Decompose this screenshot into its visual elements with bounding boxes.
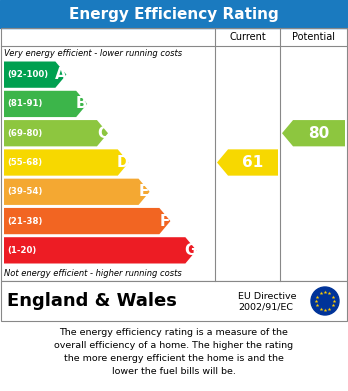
Text: C: C — [97, 126, 108, 141]
Text: England & Wales: England & Wales — [7, 292, 177, 310]
Polygon shape — [4, 91, 87, 117]
Polygon shape — [4, 149, 129, 176]
Text: Potential: Potential — [292, 32, 335, 42]
Polygon shape — [282, 120, 345, 146]
Text: Very energy efficient - lower running costs: Very energy efficient - lower running co… — [4, 48, 182, 57]
Text: (81-91): (81-91) — [7, 99, 42, 108]
Text: The energy efficiency rating is a measure of the
overall efficiency of a home. T: The energy efficiency rating is a measur… — [54, 328, 294, 376]
Text: (21-38): (21-38) — [7, 217, 42, 226]
Polygon shape — [4, 208, 171, 234]
Text: (39-54): (39-54) — [7, 187, 42, 196]
Text: Current: Current — [229, 32, 266, 42]
Text: Not energy efficient - higher running costs: Not energy efficient - higher running co… — [4, 269, 182, 278]
Bar — [0, 0, 348, 28]
Text: D: D — [117, 155, 129, 170]
Text: (92-100): (92-100) — [7, 70, 48, 79]
Text: A: A — [55, 67, 67, 82]
Text: B: B — [76, 97, 87, 111]
Text: (55-68): (55-68) — [7, 158, 42, 167]
Circle shape — [311, 287, 339, 315]
Text: EU Directive: EU Directive — [238, 292, 296, 301]
Text: G: G — [185, 243, 197, 258]
Polygon shape — [4, 179, 150, 205]
Bar — [1, 28, 347, 281]
Text: 2002/91/EC: 2002/91/EC — [238, 303, 293, 312]
Polygon shape — [4, 120, 108, 146]
Text: (1-20): (1-20) — [7, 246, 36, 255]
Polygon shape — [4, 61, 66, 88]
Text: 80: 80 — [308, 126, 330, 141]
Bar — [1, 281, 347, 321]
Text: (69-80): (69-80) — [7, 129, 42, 138]
Text: E: E — [139, 184, 149, 199]
Text: F: F — [160, 213, 170, 229]
Polygon shape — [217, 149, 278, 176]
Polygon shape — [4, 237, 196, 264]
Text: 61: 61 — [243, 155, 264, 170]
Text: Energy Efficiency Rating: Energy Efficiency Rating — [69, 7, 279, 22]
